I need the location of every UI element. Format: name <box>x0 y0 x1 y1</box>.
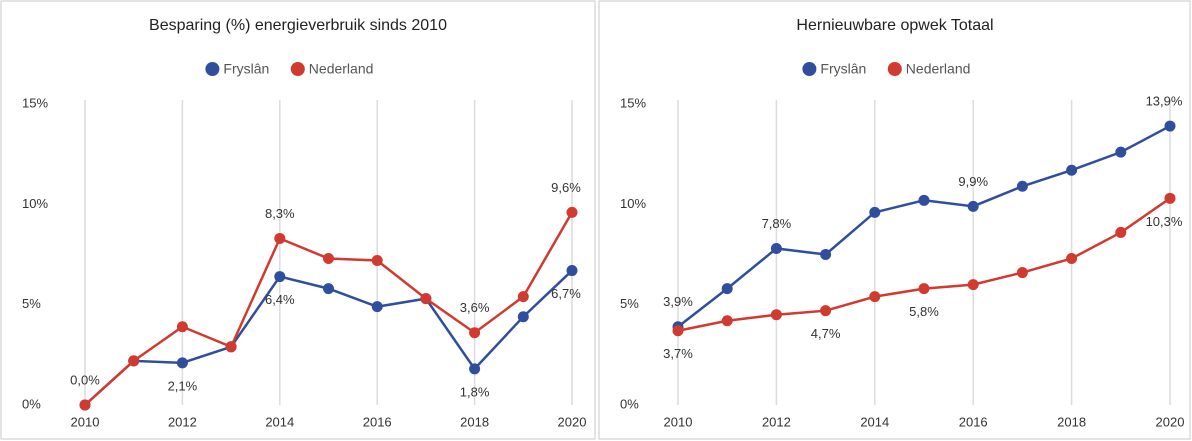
legend-marker <box>802 62 817 76</box>
data-point <box>967 279 979 291</box>
x-tick-label: 2010 <box>71 414 100 429</box>
data-point <box>1115 226 1127 238</box>
y-tick-label: 0% <box>620 396 639 411</box>
data-point <box>469 363 481 375</box>
panel-border <box>0 0 596 440</box>
legend-label: Nederland <box>906 61 971 77</box>
data-point <box>274 232 286 244</box>
data-label: 9,9% <box>958 174 988 189</box>
data-point <box>1066 164 1078 176</box>
data-label: 4,7% <box>811 326 841 341</box>
data-point <box>967 200 979 212</box>
data-point <box>918 194 930 206</box>
data-point <box>721 283 733 295</box>
data-label: 9,6% <box>551 180 581 195</box>
data-point <box>274 271 286 283</box>
data-point <box>176 321 188 333</box>
data-point <box>323 253 334 265</box>
x-tick-label: 2020 <box>1156 414 1185 429</box>
data-label: 3,6% <box>460 300 490 315</box>
data-label: 7,8% <box>762 216 792 231</box>
data-point <box>869 206 881 218</box>
data-label: 13,9% <box>1146 94 1183 109</box>
data-point <box>128 355 140 367</box>
data-point <box>225 341 237 353</box>
y-tick-label: 0% <box>22 396 41 411</box>
data-point <box>770 309 782 321</box>
data-point <box>371 301 383 313</box>
x-tick-label: 2016 <box>363 414 392 429</box>
data-point <box>1016 180 1028 192</box>
data-point <box>1164 192 1176 204</box>
chart-title: Hernieuwbare opwek Totaal <box>796 17 993 34</box>
data-label: 6,4% <box>265 292 295 307</box>
legend-marker <box>290 62 305 76</box>
data-point <box>517 291 529 303</box>
data-point <box>672 325 684 337</box>
data-point <box>918 283 930 295</box>
x-tick-label: 2010 <box>664 414 693 429</box>
x-tick-label: 2014 <box>265 414 294 429</box>
chart-title: Besparing (%) energieverbruik sinds 2010 <box>149 17 447 34</box>
data-point <box>721 315 733 327</box>
legend-marker <box>205 62 220 76</box>
legend-label: Fryslân <box>820 61 866 77</box>
x-tick-label: 2018 <box>1057 414 1086 429</box>
x-tick-label: 2014 <box>860 414 889 429</box>
y-tick-label: 15% <box>620 95 646 110</box>
data-label: 8,3% <box>265 206 295 221</box>
data-point <box>770 242 782 254</box>
data-label: 3,9% <box>663 294 693 309</box>
y-tick-label: 5% <box>620 296 639 311</box>
legend-label: Fryslân <box>223 61 269 77</box>
data-point <box>869 291 881 303</box>
data-point <box>469 327 481 339</box>
data-point <box>1066 253 1078 265</box>
data-point <box>176 357 188 369</box>
data-label: 1,8% <box>460 384 490 399</box>
data-label: 6,7% <box>551 286 581 301</box>
y-tick-label: 15% <box>22 95 48 110</box>
data-point <box>1115 146 1127 158</box>
data-point <box>1164 120 1176 132</box>
panel-border <box>598 0 1191 440</box>
series-line <box>84 211 574 406</box>
data-point <box>420 293 432 305</box>
data-point <box>371 255 383 267</box>
data-point <box>566 206 578 218</box>
data-label: 2,1% <box>168 378 198 393</box>
data-point <box>820 305 832 317</box>
data-point <box>566 265 578 277</box>
y-tick-label: 10% <box>620 196 646 211</box>
x-tick-label: 2012 <box>762 414 791 429</box>
x-tick-label: 2018 <box>460 414 489 429</box>
data-label: 10,3% <box>1146 214 1183 229</box>
data-point <box>323 283 334 295</box>
data-point <box>820 249 832 260</box>
data-label: 3,7% <box>663 346 693 361</box>
x-tick-label: 2016 <box>959 414 988 429</box>
data-label: 5,8% <box>909 304 939 319</box>
data-point <box>79 399 91 411</box>
legend-marker <box>887 62 902 76</box>
data-label: 0,0% <box>70 372 100 387</box>
y-tick-label: 5% <box>22 296 41 311</box>
series-line <box>677 124 1171 328</box>
data-point <box>517 311 529 323</box>
x-tick-label: 2020 <box>558 414 587 429</box>
y-tick-label: 10% <box>22 196 48 211</box>
legend-label: Nederland <box>309 61 374 77</box>
data-point <box>1016 267 1028 279</box>
x-tick-label: 2012 <box>168 414 197 429</box>
